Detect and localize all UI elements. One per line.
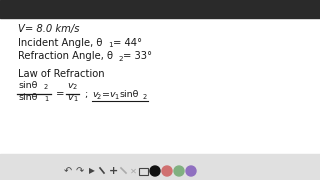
Text: sinθ: sinθ — [18, 80, 37, 89]
Text: v: v — [92, 90, 98, 99]
Text: Refraction Angle, θ: Refraction Angle, θ — [18, 51, 113, 61]
Text: sinθ: sinθ — [18, 93, 37, 102]
Text: Incident Angle, θ: Incident Angle, θ — [18, 37, 102, 48]
Text: V= 8.0 km/s: V= 8.0 km/s — [18, 24, 79, 34]
Text: ✕: ✕ — [130, 166, 137, 176]
Text: = 33°: = 33° — [123, 51, 152, 61]
Circle shape — [162, 166, 172, 176]
Bar — [0, 154, 320, 180]
Text: Law of Refraction: Law of Refraction — [18, 69, 105, 78]
Circle shape — [174, 166, 184, 176]
Text: 1: 1 — [108, 42, 113, 48]
Text: v: v — [67, 93, 73, 102]
Text: 1: 1 — [73, 96, 77, 102]
Text: 2: 2 — [44, 84, 48, 90]
Text: v: v — [67, 80, 73, 89]
Text: 2: 2 — [97, 93, 101, 100]
Text: ↷: ↷ — [76, 166, 84, 176]
Text: sinθ: sinθ — [119, 90, 138, 99]
Text: ▶: ▶ — [89, 166, 95, 176]
Text: +: + — [109, 166, 119, 176]
Text: 1: 1 — [114, 93, 118, 100]
Text: 2: 2 — [118, 56, 123, 62]
Circle shape — [150, 166, 160, 176]
Text: 1: 1 — [44, 96, 48, 102]
Text: =: = — [56, 89, 65, 99]
Text: ↶: ↶ — [64, 166, 72, 176]
Bar — [0, 0, 320, 18]
Circle shape — [186, 166, 196, 176]
Text: 2: 2 — [143, 93, 147, 100]
Bar — [139, 168, 148, 175]
Text: = 44°: = 44° — [113, 37, 142, 48]
Text: ;: ; — [84, 90, 87, 99]
Text: =v: =v — [102, 90, 116, 99]
Text: 2: 2 — [73, 84, 77, 90]
